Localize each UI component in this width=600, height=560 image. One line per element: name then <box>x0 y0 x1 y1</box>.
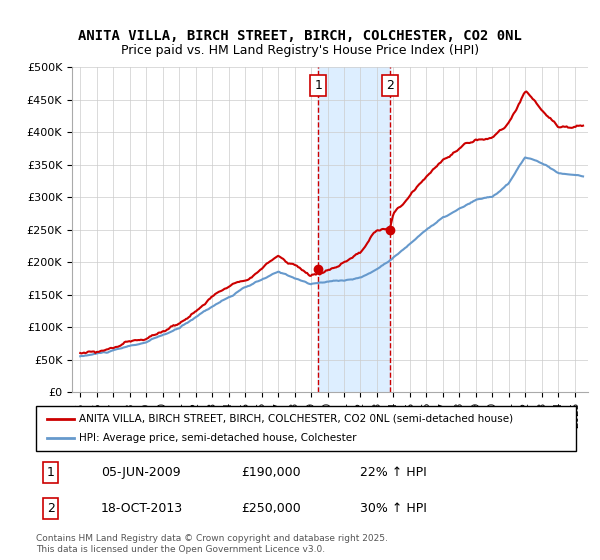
Text: 30% ↑ HPI: 30% ↑ HPI <box>360 502 427 515</box>
FancyBboxPatch shape <box>36 406 576 451</box>
Text: £250,000: £250,000 <box>241 502 301 515</box>
Text: 1: 1 <box>314 79 322 92</box>
Text: 2: 2 <box>47 502 55 515</box>
Text: ANITA VILLA, BIRCH STREET, BIRCH, COLCHESTER, CO2 0NL (semi-detached house): ANITA VILLA, BIRCH STREET, BIRCH, COLCHE… <box>79 413 514 423</box>
Bar <box>318 67 390 392</box>
Text: This data is licensed under the Open Government Licence v3.0.: This data is licensed under the Open Gov… <box>36 545 325 554</box>
Text: Contains HM Land Registry data © Crown copyright and database right 2025.: Contains HM Land Registry data © Crown c… <box>36 534 388 543</box>
Text: 05-JUN-2009: 05-JUN-2009 <box>101 466 181 479</box>
Text: Price paid vs. HM Land Registry's House Price Index (HPI): Price paid vs. HM Land Registry's House … <box>121 44 479 57</box>
Text: 22% ↑ HPI: 22% ↑ HPI <box>360 466 427 479</box>
Text: 2: 2 <box>386 79 394 92</box>
Text: HPI: Average price, semi-detached house, Colchester: HPI: Average price, semi-detached house,… <box>79 433 356 444</box>
Text: ANITA VILLA, BIRCH STREET, BIRCH, COLCHESTER, CO2 0NL: ANITA VILLA, BIRCH STREET, BIRCH, COLCHE… <box>78 29 522 44</box>
Text: 1: 1 <box>47 466 55 479</box>
Text: £190,000: £190,000 <box>241 466 301 479</box>
Text: 18-OCT-2013: 18-OCT-2013 <box>101 502 183 515</box>
